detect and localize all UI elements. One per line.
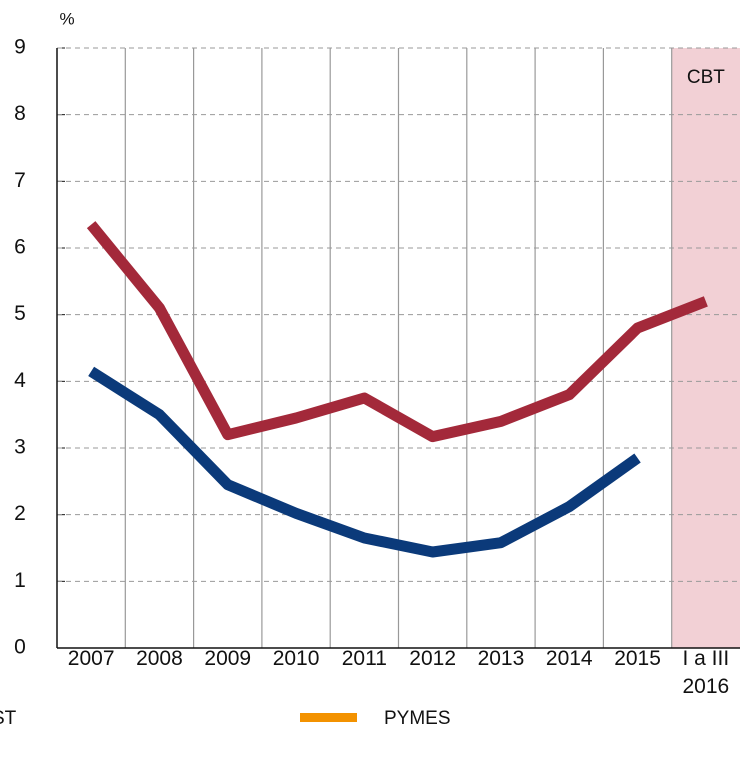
shaded-label: CBT <box>687 67 725 88</box>
legend-swatch <box>300 713 357 722</box>
shaded-region <box>671 48 740 648</box>
legend-label: PYMES <box>384 708 451 729</box>
x-tick-label: 2008 <box>136 647 183 670</box>
y-tick-label: 6 <box>14 236 26 259</box>
x-tick-label: I a III 2016 <box>682 647 730 698</box>
x-tick-label: 2015 <box>614 647 661 670</box>
y-tick-label: 1 <box>14 569 26 592</box>
y-tick-label: 5 <box>14 302 26 325</box>
y-tick-label: 9 <box>14 36 26 59</box>
data-line <box>86 221 708 443</box>
x-tick-label: 2010 <box>272 647 320 670</box>
y-tick-label: 2 <box>14 502 26 525</box>
y-tick-label: 0 <box>14 636 26 659</box>
x-tick-label: 2011 <box>341 647 387 670</box>
y-tick-label: 8 <box>14 102 26 125</box>
x-tick-label: 2012 <box>409 647 456 670</box>
x-tick-label: 2009 <box>204 647 252 670</box>
legend-label: ST <box>0 708 17 729</box>
data-line <box>88 366 641 558</box>
y-tick-label: 3 <box>14 436 26 459</box>
y-axis-label: % <box>59 9 74 28</box>
y-tick-label: 7 <box>14 169 26 192</box>
x-tick-label: 2007 <box>67 647 115 670</box>
y-tick-label: 4 <box>14 369 26 392</box>
x-tick-label: 2013 <box>477 647 525 670</box>
x-tick-label: 2014 <box>545 647 593 670</box>
